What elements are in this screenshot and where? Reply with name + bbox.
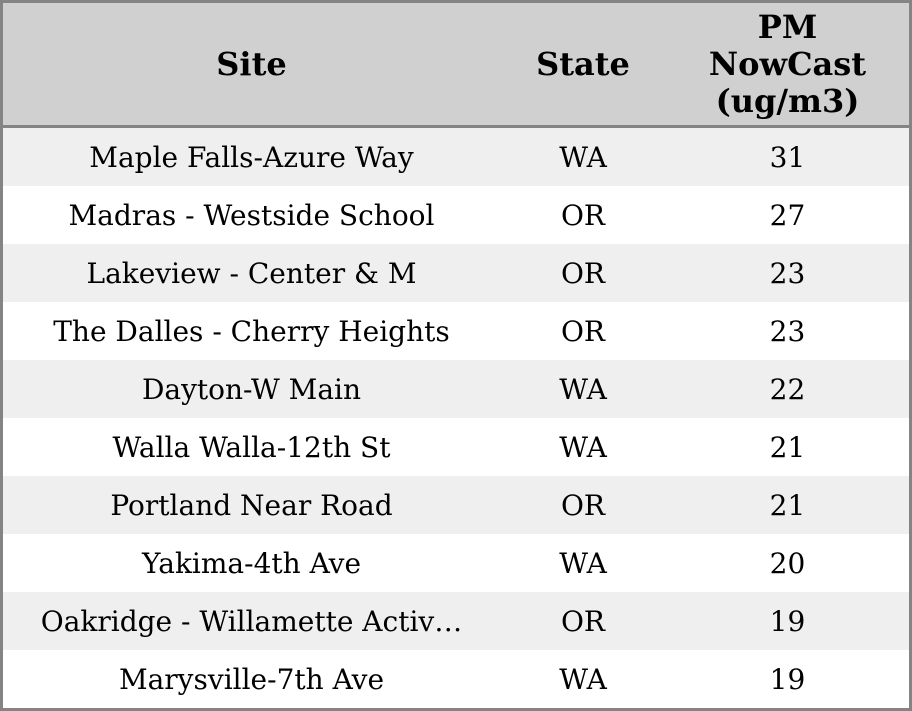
table-body: Maple Falls-Azure Way WA 31 Madras - Wes… — [3, 128, 909, 708]
table-row: The Dalles - Cherry Heights OR 23 — [3, 302, 909, 360]
state-cell: OR — [560, 256, 606, 290]
site-cell: Walla Walla-12th St — [112, 430, 391, 464]
table-row: Oakridge - Willamette Activ… OR 19 — [3, 592, 909, 650]
site-cell: Lakeview - Center & M — [86, 256, 417, 290]
column-header-pm-nowcast: PM NowCast (ug/m3) — [666, 3, 909, 125]
state-cell: WA — [559, 140, 607, 174]
pm-nowcast-cell: 21 — [769, 430, 806, 464]
site-cell: Portland Near Road — [110, 488, 393, 522]
site-cell: Oakridge - Willamette Activ… — [40, 604, 463, 638]
site-cell: The Dalles - Cherry Heights — [53, 314, 450, 348]
column-header-pm-nowcast-label: PM NowCast (ug/m3) — [708, 7, 867, 120]
pm-nowcast-cell: 27 — [769, 198, 806, 232]
pm-nowcast-cell: 21 — [769, 488, 806, 522]
site-cell: Maple Falls-Azure Way — [89, 140, 414, 174]
table-row: Lakeview - Center & M OR 23 — [3, 244, 909, 302]
pm-nowcast-cell: 19 — [769, 604, 806, 638]
pm-nowcast-cell: 31 — [769, 140, 806, 174]
site-cell: Madras - Westside School — [68, 198, 435, 232]
table-row: Madras - Westside School OR 27 — [3, 186, 909, 244]
table-row: Dayton-W Main WA 22 — [3, 360, 909, 418]
pm-nowcast-cell: 23 — [769, 314, 806, 348]
state-cell: OR — [560, 314, 606, 348]
table-row: Maple Falls-Azure Way WA 31 — [3, 128, 909, 186]
table-row: Yakima-4th Ave WA 20 — [3, 534, 909, 592]
state-cell: OR — [560, 604, 606, 638]
state-cell: OR — [560, 198, 606, 232]
site-cell: Yakima-4th Ave — [141, 546, 362, 580]
table-header-row: Site State PM NowCast (ug/m3) — [3, 3, 909, 128]
site-cell: Dayton-W Main — [141, 372, 362, 406]
column-header-site: Site — [216, 44, 287, 83]
column-header-state: State — [536, 44, 630, 83]
pm-nowcast-cell: 23 — [769, 256, 806, 290]
pm-nowcast-cell: 20 — [769, 546, 806, 580]
table-row: Portland Near Road OR 21 — [3, 476, 909, 534]
table-row: Marysville-7th Ave WA 19 — [3, 650, 909, 708]
site-cell: Marysville-7th Ave — [118, 662, 385, 696]
pm-nowcast-cell: 19 — [769, 662, 806, 696]
table-row: Walla Walla-12th St WA 21 — [3, 418, 909, 476]
state-cell: WA — [559, 430, 607, 464]
state-cell: WA — [559, 546, 607, 580]
state-cell: OR — [560, 488, 606, 522]
pm-nowcast-cell: 22 — [769, 372, 806, 406]
state-cell: WA — [559, 372, 607, 406]
state-cell: WA — [559, 662, 607, 696]
